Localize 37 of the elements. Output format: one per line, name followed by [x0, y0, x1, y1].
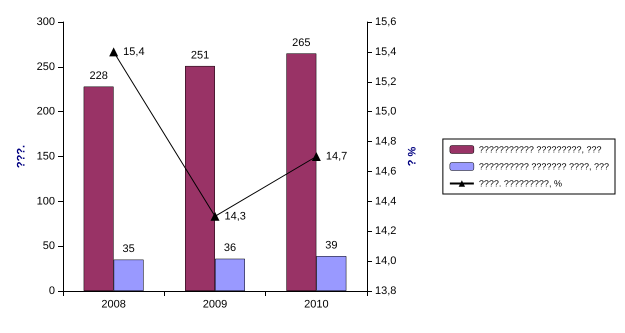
- y-tick-label: 250: [36, 60, 55, 73]
- legend-label: ??????????? ?????????, ???: [478, 144, 602, 154]
- y2-tick-label: 15,0: [375, 106, 396, 118]
- point: [210, 212, 220, 221]
- point: [312, 152, 321, 161]
- y-tick-label: 150: [36, 150, 55, 162]
- y2-tick-label: 14,4: [375, 195, 396, 208]
- legend-label: ????. ?????????, %: [478, 178, 562, 188]
- data-label: 14,7: [326, 150, 348, 162]
- y-tick-label: 300: [36, 16, 55, 28]
- y-tick-label: 100: [36, 195, 55, 208]
- y2-axis-title: ? %: [406, 146, 418, 166]
- data-label: 15,4: [123, 46, 145, 58]
- point: [109, 47, 118, 56]
- data-label: 228: [89, 70, 108, 82]
- data-label: 36: [224, 242, 236, 254]
- y-tick-label: 200: [36, 106, 55, 118]
- y-tick-label: 50: [42, 240, 55, 252]
- x-tick-label: 2009: [202, 298, 228, 310]
- data-label: 39: [325, 240, 338, 252]
- y2-tick-label: 14,6: [375, 165, 396, 178]
- x-tick-label: 2010: [304, 298, 329, 310]
- y2-tick-label: 15,2: [375, 76, 396, 88]
- data-label: 14,3: [224, 210, 246, 222]
- y2-tick-label: 15,6: [375, 16, 396, 28]
- y2-tick-label: 15,4: [375, 46, 396, 58]
- data-label: 251: [190, 49, 210, 62]
- x-tick-label: 2008: [101, 298, 126, 310]
- y-tick-label: 0: [48, 285, 55, 297]
- y2-tick-label: 13,8: [375, 285, 396, 297]
- data-label: 35: [122, 243, 135, 256]
- legend-label: ?????????? ??????? ????, ???: [478, 162, 610, 172]
- y2-tick-label: 14,8: [375, 136, 396, 148]
- y2-tick-label: 14,2: [375, 225, 396, 238]
- data-label: 265: [292, 36, 311, 49]
- y-axis-title: ???.: [16, 144, 28, 168]
- y2-tick-label: 14,0: [375, 255, 396, 268]
